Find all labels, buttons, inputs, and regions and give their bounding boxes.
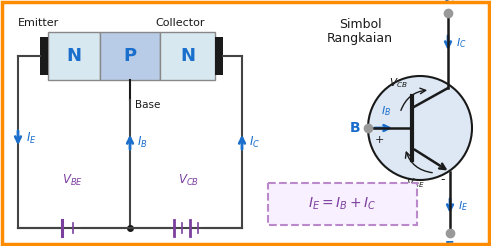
- Bar: [48, 32, 100, 80]
- Text: Base: Base: [135, 100, 161, 110]
- Circle shape: [368, 76, 472, 180]
- Text: $I_E$: $I_E$: [458, 199, 468, 213]
- Text: $V_{BE}$: $V_{BE}$: [61, 172, 82, 187]
- Text: B: B: [350, 121, 360, 135]
- Text: N: N: [180, 47, 195, 65]
- Text: $I_B$: $I_B$: [381, 104, 391, 118]
- Text: $I_C$: $I_C$: [249, 135, 260, 150]
- Text: Collector: Collector: [155, 18, 204, 28]
- Text: Rangkaian: Rangkaian: [327, 32, 393, 45]
- Text: Simbol: Simbol: [339, 18, 382, 31]
- Text: $I_B$: $I_B$: [137, 135, 148, 150]
- Text: +: +: [375, 135, 384, 145]
- Text: E: E: [445, 240, 455, 246]
- Text: P: P: [123, 47, 136, 65]
- Text: $I_E$: $I_E$: [26, 130, 37, 146]
- Text: $V_{BE}$: $V_{BE}$: [406, 176, 424, 190]
- Text: Emitter: Emitter: [18, 18, 59, 28]
- Bar: [100, 32, 160, 80]
- Text: $I_E = I_B + I_C$: $I_E = I_B + I_C$: [308, 196, 377, 212]
- Bar: [160, 32, 215, 80]
- Text: $V_{CB}$: $V_{CB}$: [178, 172, 198, 187]
- FancyBboxPatch shape: [268, 183, 417, 225]
- Bar: [40, 37, 48, 75]
- Text: C: C: [443, 0, 453, 6]
- Text: N: N: [66, 47, 82, 65]
- Text: $V_{CB}$: $V_{CB}$: [389, 76, 408, 90]
- Bar: [215, 37, 223, 75]
- Text: -: -: [440, 173, 444, 186]
- Text: $I_C$: $I_C$: [456, 36, 466, 50]
